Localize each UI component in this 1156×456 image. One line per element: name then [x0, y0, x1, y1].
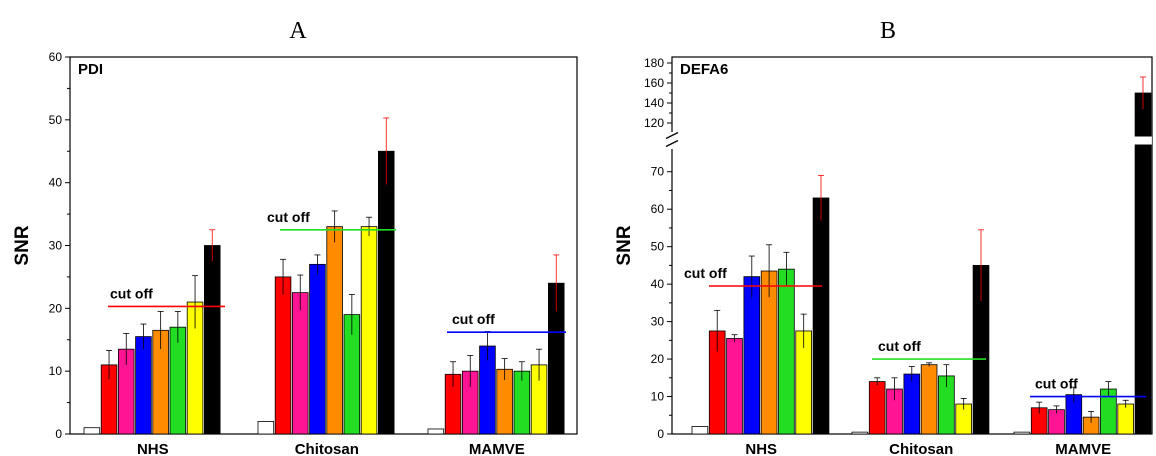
axis-break-mark: [665, 139, 679, 148]
cutoff-label: cut off: [1035, 376, 1078, 392]
panel-label: A: [289, 18, 307, 44]
cutoff-label: cut off: [110, 285, 153, 301]
cutoff-label: cut off: [878, 338, 921, 354]
y-tick-label: 30: [651, 315, 665, 329]
y-tick-label: 70: [651, 165, 665, 179]
bar: [743, 276, 761, 435]
x-tick-label: Chitosan: [295, 441, 359, 456]
y-tick-label: 20: [49, 301, 63, 315]
bar: [691, 426, 709, 435]
bar: [83, 427, 101, 435]
bar: [1117, 403, 1135, 435]
x-tick-label: NHS: [745, 441, 777, 456]
y-tick-label: 120: [644, 116, 664, 130]
axis-break-gap: [666, 132, 678, 149]
y-tick-label: 160: [644, 76, 664, 90]
chart-title: PDI: [78, 61, 103, 78]
y-tick-label: 10: [651, 390, 665, 404]
panel-a: A 0 10 20 30 40 50 60 SNR PDI NHS Chitosan MAMVE cut …: [12, 18, 578, 456]
cutoff-label: cut off: [267, 209, 310, 225]
bar: [169, 326, 187, 435]
bar: [726, 338, 743, 435]
y-tick-label: 40: [651, 277, 665, 291]
bar: [326, 226, 343, 435]
y-tick-label: 40: [49, 176, 63, 190]
y-tick-label: 0: [55, 427, 62, 441]
cutoff-label: cut off: [684, 265, 727, 281]
bar: [377, 150, 395, 435]
axis-break-mark: [665, 131, 679, 140]
bar: [274, 276, 292, 435]
bar: [903, 373, 921, 435]
bar: [851, 431, 869, 435]
x-tick-label: Chitosan: [889, 441, 953, 456]
bar: [360, 226, 378, 435]
panel-b: B 0 10 20 30 40 50 60 70 120 140 160 180 SNR DEFA6 NHS C…: [614, 18, 1153, 456]
x-tick-label: MAMVE: [1055, 441, 1111, 456]
bar: [812, 197, 830, 435]
bar: [309, 263, 326, 435]
y-tick-label: 50: [651, 240, 665, 254]
y-axis-label: SNR: [614, 225, 635, 265]
bar: [135, 336, 152, 435]
cutoff-label: cut off: [452, 311, 495, 327]
bar: [1013, 431, 1031, 435]
y-tick-label: 60: [651, 202, 665, 216]
y-tick-label: 10: [49, 364, 63, 378]
y-tick-label: 30: [49, 239, 63, 253]
chart-title: DEFA6: [680, 61, 728, 78]
bar: [868, 381, 886, 435]
y-tick-label: 20: [651, 352, 665, 366]
x-tick-label: MAMVE: [469, 441, 525, 456]
bar: [291, 292, 309, 435]
x-tick-label: NHS: [137, 441, 169, 456]
bar: [257, 421, 275, 435]
bar-break-gap: [1134, 136, 1152, 145]
y-tick-label: 60: [49, 50, 63, 64]
y-tick-label: 140: [644, 96, 664, 110]
y-tick-label: 180: [644, 56, 664, 70]
y-axis-label: SNR: [12, 225, 33, 265]
bar: [203, 245, 221, 435]
y-tick-label: 50: [49, 113, 63, 127]
panel-label: B: [880, 18, 896, 44]
bar: [427, 428, 445, 435]
bar: [778, 268, 795, 435]
bar: [920, 364, 938, 435]
y-tick-label: 0: [657, 427, 664, 441]
